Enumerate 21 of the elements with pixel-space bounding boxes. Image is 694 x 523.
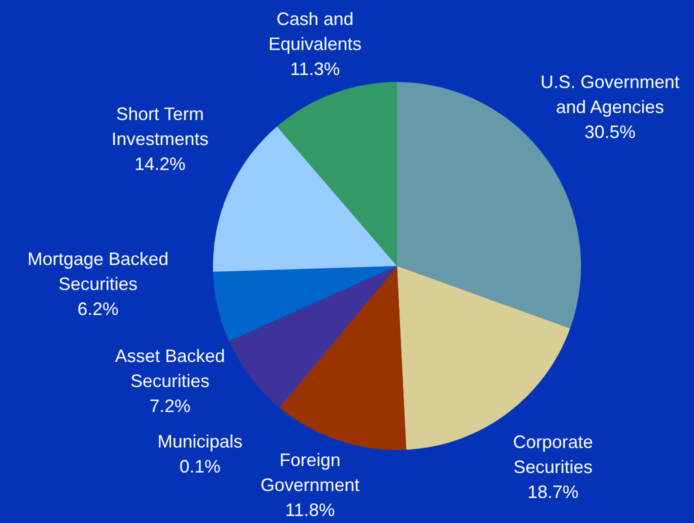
data-label: 18.7% bbox=[527, 482, 579, 502]
slice-label: Asset Backed Securities bbox=[114, 346, 226, 391]
slice-label: Cash and Equivalents bbox=[268, 8, 362, 54]
data-label: 0.1% bbox=[179, 456, 221, 476]
pie-slice bbox=[277, 82, 397, 266]
data-label: 6.2% bbox=[77, 298, 119, 319]
data-label: 11.8% bbox=[285, 500, 335, 520]
data-label: 14.2% bbox=[134, 154, 186, 174]
slice-label: Short Term Investments bbox=[111, 104, 209, 149]
slice-label: U.S. Government and Agencies bbox=[540, 72, 680, 117]
data-label: 7.2% bbox=[149, 396, 191, 416]
pie-slice bbox=[213, 126, 397, 272]
data-label: 30.5% bbox=[584, 122, 636, 142]
slice-label: Corporate Securities bbox=[512, 432, 594, 477]
pie-slice bbox=[213, 266, 397, 342]
slice-label: Mortgage Backed Securities bbox=[27, 248, 169, 294]
slice-label: Foreign Government bbox=[260, 450, 360, 495]
data-label: 11.3% bbox=[290, 58, 340, 79]
slice-label: Municipals bbox=[157, 431, 243, 452]
pie-slice bbox=[229, 266, 397, 408]
pie-slice bbox=[280, 266, 406, 450]
